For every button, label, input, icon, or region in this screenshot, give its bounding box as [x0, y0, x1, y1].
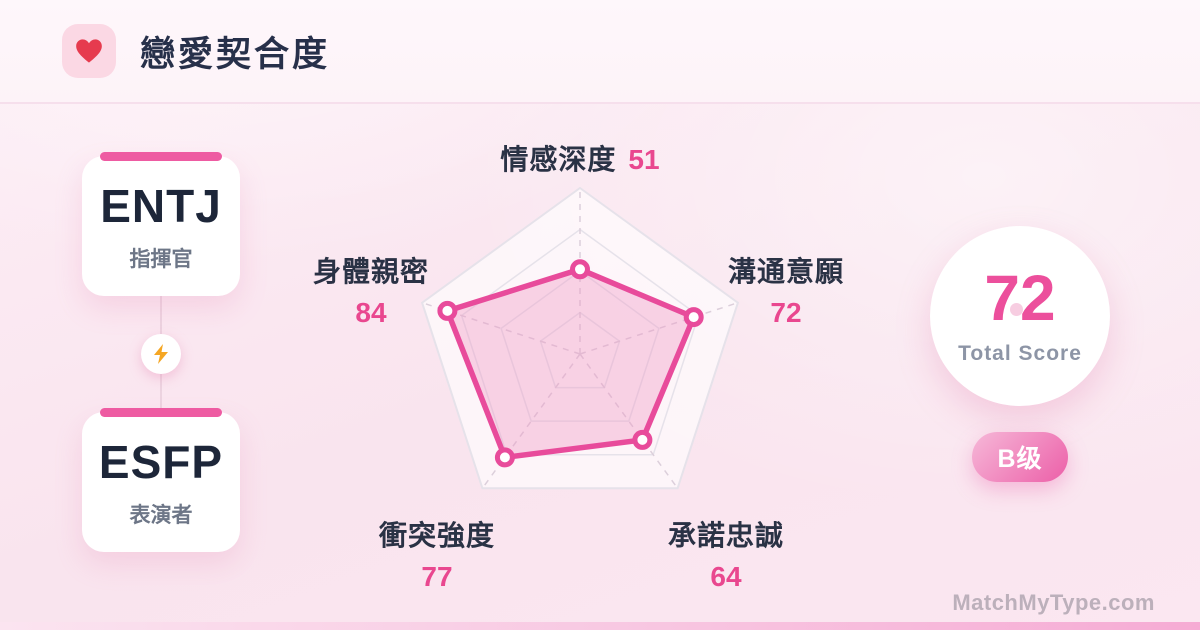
total-score-value: 72 [984, 262, 1056, 334]
total-score-circle: 72 Total Score [930, 226, 1110, 406]
radar-axis-physical: 身體親密 84 [313, 250, 429, 329]
header: 戀愛契合度 [0, 0, 1200, 104]
heart-icon [62, 24, 116, 78]
bottom-accent-bar [0, 622, 1200, 630]
axis-label-text: 承諾忠誠 [667, 520, 785, 551]
heart-icon-glyph [76, 39, 102, 63]
mbti-type-nickname: 表演者 [129, 504, 193, 527]
axis-value: 72 [770, 297, 802, 328]
vs-circle [141, 334, 181, 374]
radar-chart [420, 186, 740, 490]
page-title: 戀愛契合度 [140, 34, 331, 74]
watermark: MatchMyType.com [952, 590, 1155, 615]
axis-value: 77 [421, 561, 453, 592]
card-accent-bar [100, 408, 222, 417]
decorative-dot [1010, 303, 1023, 316]
axis-label-text: 衝突強度 [378, 520, 496, 551]
lightning-icon [154, 344, 168, 364]
axis-label-text: 身體親密 [312, 256, 430, 287]
mbti-card-top: ENTJ 指揮官 [82, 152, 240, 296]
axis-label-text: 溝通意願 [727, 256, 845, 287]
radar-axis-emotional-depth: 情感深度 51 [500, 138, 659, 178]
mbti-type-nickname: 指揮官 [129, 248, 193, 271]
radar-axis-communication: 溝通意願 72 [728, 250, 844, 329]
mbti-type-code: ENTJ [100, 180, 222, 232]
radar-axis-commitment: 承諾忠誠 64 [668, 514, 784, 593]
axis-value: 51 [628, 144, 660, 175]
mbti-type-code: ESFP [98, 436, 224, 488]
total-score-label: Total Score [958, 342, 1082, 365]
axis-label-text: 情感深度 [500, 144, 617, 175]
radar-axis-conflict: 衝突強度 77 [379, 514, 495, 593]
grade-badge: B级 [972, 432, 1068, 482]
card-accent-bar [100, 152, 222, 161]
mbti-card-bottom: ESFP 表演者 [82, 408, 240, 552]
axis-value: 84 [355, 297, 387, 328]
axis-value: 64 [710, 561, 742, 592]
